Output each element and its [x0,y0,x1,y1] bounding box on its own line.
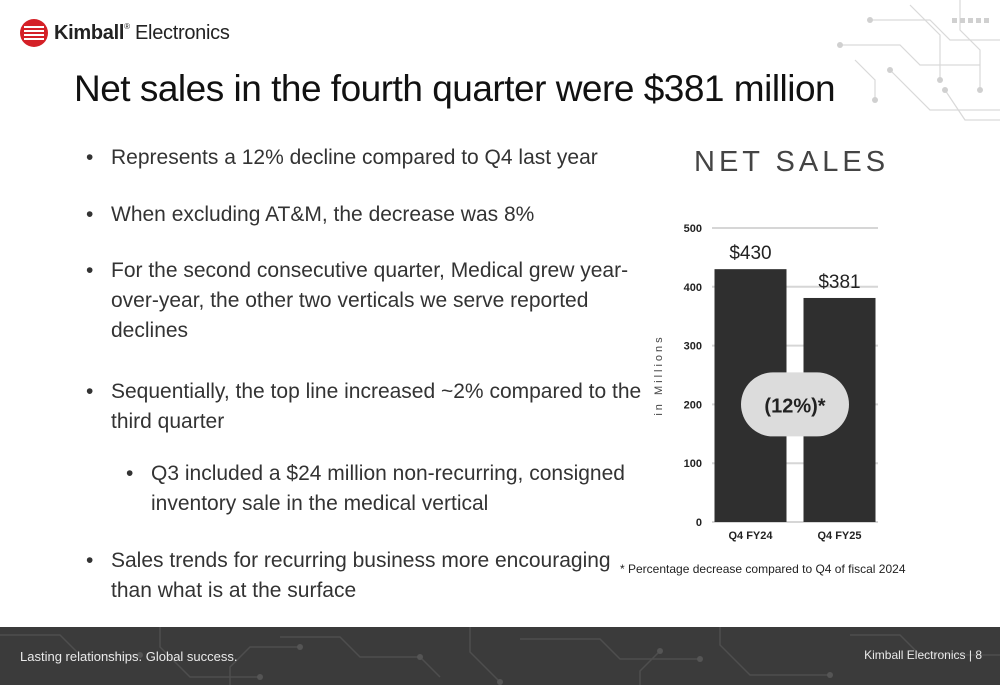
footer-company-page: Kimball Electronics | 8 [864,648,982,662]
y-axis-label: in Millions [653,334,665,415]
logo-wordmark: Kimball® Electronics [54,21,230,44]
bullet-item: Sequentially, the top line increased ~2%… [86,377,646,437]
y-tick-label: 300 [684,341,702,353]
bar-value-label: $430 [729,243,771,264]
circuit-decoration [837,0,1000,121]
annotation-pill [741,372,849,437]
x-tick-label: Q4 FY24 [728,530,773,542]
y-tick-label: 200 [684,399,702,411]
footer-circuit-decoration [0,627,1000,685]
footer-tagline: Lasting relationships. Global success. [20,649,238,664]
footer-bar: Lasting relationships. Global success. K… [0,627,1000,685]
y-tick-label: 0 [696,517,702,529]
footer-company-name: Kimball Electronics [864,648,966,662]
sub-bullet-item: Q3 included a $24 million non-recurring,… [126,459,646,519]
page-number: 8 [975,648,982,662]
company-logo: Kimball® Electronics [20,19,230,47]
chart-title: NET SALES [694,146,890,178]
y-tick-label: 500 [684,223,702,235]
net-sales-bar-chart: 0 100 200 300 400 500 in Millions Q4 FY24 $430 Q4… [653,223,878,542]
bullet-item: Sales trends for recurring business more… [86,546,646,606]
y-tick-label: 400 [684,282,702,294]
bullet-item: Represents a 12% decline compared to Q4 … [86,143,646,173]
footer-separator: | [968,648,972,662]
percent-change-annotation: (12%)* [764,395,825,417]
x-tick-label: Q4 FY25 [817,530,861,542]
bullet-item: For the second consecutive quarter, Medi… [86,256,646,346]
bullet-item: When excluding AT&M, the decrease was 8% [86,200,646,230]
bar-value-label: $381 [818,272,860,293]
y-tick-label: 100 [684,458,702,470]
chart-footnote: * Percentage decrease compared to Q4 of … [620,562,906,576]
kimball-logo-icon [20,19,48,47]
slide-title: Net sales in the fourth quarter were $38… [74,68,836,109]
